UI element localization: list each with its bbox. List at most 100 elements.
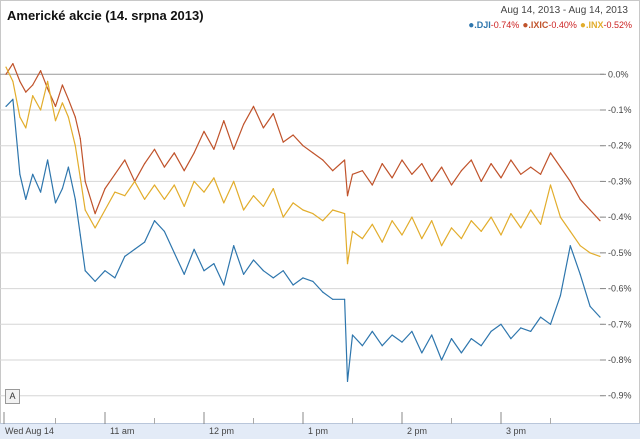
data-point [470, 159, 472, 161]
data-point [19, 116, 21, 118]
legend-dot-icon: ● [579, 20, 586, 31]
data-point [84, 270, 86, 272]
data-point [441, 166, 443, 168]
data-point [79, 138, 81, 140]
data-point [40, 70, 42, 72]
data-point [460, 170, 462, 172]
y-tick-label: -0.8% [608, 355, 632, 365]
legend-item[interactable]: ●.INX-0.52% [579, 20, 632, 31]
legend-item[interactable]: ●.IXIC-0.40% [522, 20, 577, 31]
data-point [510, 338, 512, 340]
data-point [500, 234, 502, 236]
y-tick-label: -0.4% [608, 212, 632, 222]
data-point [243, 209, 245, 211]
x-axis-band [0, 423, 640, 439]
series-line-ixic [5, 62, 601, 222]
data-point [173, 152, 175, 154]
data-point [361, 170, 363, 172]
data-point [134, 248, 136, 250]
x-tick-label: Wed Aug 14 [5, 426, 54, 436]
data-point [292, 284, 294, 286]
data-point [124, 195, 126, 197]
data-point [282, 141, 284, 143]
data-point [520, 173, 522, 175]
data-point [74, 116, 76, 118]
legend-change: -0.40% [548, 20, 577, 30]
data-point [450, 184, 453, 186]
annotation-button[interactable]: A [5, 389, 20, 404]
data-point [163, 166, 165, 168]
data-point [500, 323, 502, 325]
data-point [480, 230, 482, 232]
data-point [361, 345, 363, 347]
y-tick-label: -0.9% [608, 391, 632, 401]
data-point [381, 241, 383, 243]
data-point [401, 341, 403, 343]
data-point [599, 316, 601, 318]
data-point [114, 277, 116, 279]
data-point [203, 191, 205, 193]
data-point [183, 205, 185, 207]
data-point [94, 280, 96, 282]
data-point [163, 230, 165, 232]
x-tick-label: 3 pm [506, 426, 526, 436]
data-point [104, 270, 106, 272]
data-point [312, 152, 314, 154]
data-point [540, 173, 542, 175]
data-point [94, 213, 96, 215]
data-point [332, 298, 334, 300]
data-point [441, 359, 443, 361]
data-point [579, 245, 581, 247]
data-point [262, 270, 264, 272]
data-point [173, 184, 175, 186]
data-point [302, 145, 304, 147]
data-point [183, 273, 185, 275]
data-point [74, 145, 76, 147]
data-point [104, 188, 106, 190]
data-point [381, 163, 383, 165]
data-point [223, 120, 225, 122]
data-point [193, 248, 195, 250]
data-point [371, 330, 373, 332]
data-point [153, 148, 156, 150]
data-point [79, 234, 81, 236]
data-point [203, 270, 205, 272]
legend-name: .IXIC [528, 20, 549, 30]
y-tick-label: -0.3% [608, 176, 632, 186]
data-point [84, 180, 86, 182]
data-point [79, 177, 81, 179]
data-point [223, 284, 225, 286]
data-point [19, 80, 21, 82]
data-point [173, 252, 175, 254]
data-point [549, 184, 552, 186]
data-point [500, 177, 502, 179]
data-point [441, 245, 443, 247]
data-point [252, 259, 255, 261]
data-point [61, 188, 64, 190]
data-point [520, 327, 522, 329]
data-point [450, 227, 453, 229]
data-point [490, 330, 492, 332]
x-tick-label: 1 pm [308, 426, 328, 436]
data-point [124, 159, 126, 161]
data-point [411, 216, 413, 218]
data-point [292, 134, 294, 136]
data-point [371, 184, 373, 186]
legend-dot-icon: ● [468, 20, 475, 31]
y-tick-label: -0.5% [608, 248, 632, 258]
data-point [5, 105, 7, 107]
data-point [272, 113, 274, 115]
data-point [480, 180, 482, 182]
data-point [346, 195, 349, 197]
data-point [351, 173, 354, 175]
y-tick-label: -0.6% [608, 284, 632, 294]
data-point [134, 180, 136, 182]
data-point [5, 66, 7, 68]
x-tick-label: 2 pm [407, 426, 427, 436]
legend-item[interactable]: ●.DJI-0.74% [468, 20, 519, 31]
data-point [67, 166, 69, 168]
data-point [599, 220, 601, 222]
data-point [322, 159, 324, 161]
data-point [12, 98, 14, 100]
